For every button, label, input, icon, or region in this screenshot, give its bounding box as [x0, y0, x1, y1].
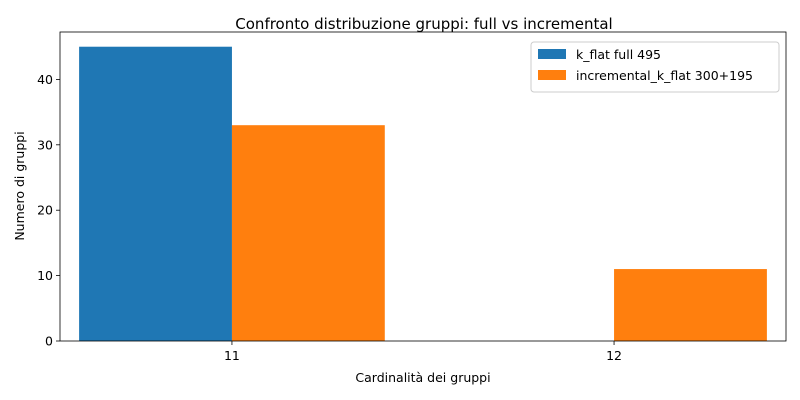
x-tick-label: 12 — [606, 348, 622, 363]
y-tick-label: 20 — [37, 203, 53, 218]
legend-label-2: incremental_k_flat 300+195 — [576, 68, 753, 83]
x-tick-label: 11 — [224, 348, 240, 363]
legend-box — [530, 41, 780, 93]
y-tick-label: 40 — [37, 72, 53, 87]
bar-series-2-cat-11 — [231, 125, 385, 341]
legend: k_flat full 495 incremental_k_flat 300+19… — [530, 41, 780, 93]
y-tick-label: 0 — [45, 334, 53, 349]
legend-swatch-2 — [538, 70, 566, 80]
x-axis: 11 12 — [224, 341, 622, 363]
y-axis: 0 10 20 30 40 — [37, 72, 60, 349]
y-tick-label: 10 — [37, 268, 53, 283]
chart-title: Confronto distribuzione gruppi: full vs … — [235, 15, 612, 33]
bars-group — [79, 46, 767, 341]
x-axis-label: Cardinalità dei gruppi — [355, 370, 490, 385]
bar-series-1-cat-11 — [79, 46, 232, 341]
y-tick-label: 30 — [37, 137, 53, 152]
legend-swatch-1 — [538, 49, 566, 59]
plot-frame — [59, 31, 787, 342]
y-axis-label: Numero di gruppi — [12, 131, 27, 240]
legend-label-1: k_flat full 495 — [576, 47, 661, 62]
bar-series-2-cat-12 — [614, 269, 767, 341]
